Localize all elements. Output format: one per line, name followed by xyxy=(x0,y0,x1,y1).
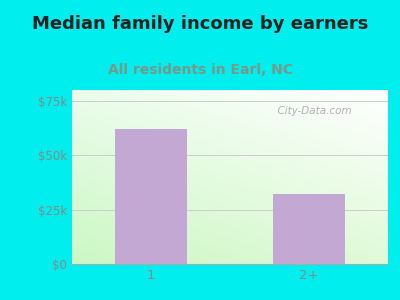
Text: City-Data.com: City-Data.com xyxy=(271,106,352,116)
Text: All residents in Earl, NC: All residents in Earl, NC xyxy=(108,63,292,77)
Text: Median family income by earners: Median family income by earners xyxy=(32,15,368,33)
Bar xyxy=(116,129,186,264)
Bar xyxy=(274,194,344,264)
